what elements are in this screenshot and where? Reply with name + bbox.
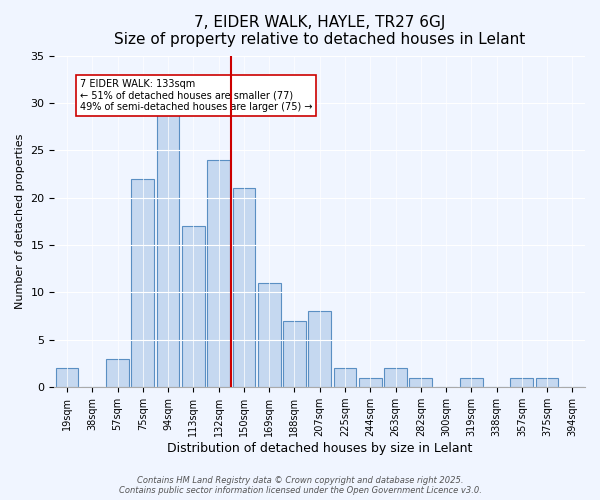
Bar (56, 368, 79, 387)
Bar (511, 378, 533, 387)
Bar (359, 378, 382, 387)
Bar (334, 368, 356, 387)
Bar (283, 321, 306, 387)
Y-axis label: Number of detached properties: Number of detached properties (15, 134, 25, 309)
Bar (157, 112, 179, 387)
Text: Contains HM Land Registry data © Crown copyright and database right 2025.
Contai: Contains HM Land Registry data © Crown c… (119, 476, 481, 495)
Bar (233, 188, 255, 387)
Bar (384, 368, 407, 387)
Title: 7, EIDER WALK, HAYLE, TR27 6GJ
Size of property relative to detached houses in L: 7, EIDER WALK, HAYLE, TR27 6GJ Size of p… (114, 15, 526, 48)
X-axis label: Distribution of detached houses by size in Lelant: Distribution of detached houses by size … (167, 442, 472, 455)
Bar (131, 178, 154, 387)
Bar (308, 312, 331, 387)
Bar (460, 378, 482, 387)
Text: 7 EIDER WALK: 133sqm
← 51% of detached houses are smaller (77)
49% of semi-detac: 7 EIDER WALK: 133sqm ← 51% of detached h… (80, 79, 312, 112)
Bar (258, 283, 281, 387)
Bar (536, 378, 559, 387)
Bar (207, 160, 230, 387)
Bar (182, 226, 205, 387)
Bar (409, 378, 432, 387)
Bar (106, 359, 129, 387)
